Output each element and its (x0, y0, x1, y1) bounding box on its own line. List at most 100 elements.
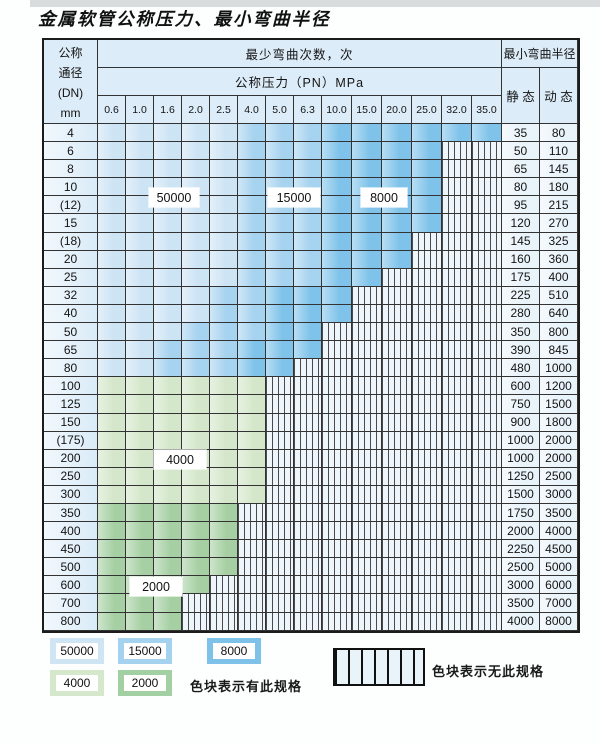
dynamic-value: 1500 (540, 395, 578, 414)
spec-cell-unavailable (238, 540, 266, 559)
legend-unavailable-text: 色块表示无此规格 (432, 664, 545, 679)
dynamic-value: 270 (540, 214, 578, 233)
spec-cell-unavailable (412, 612, 442, 631)
dynamic-value: 4000 (540, 522, 578, 541)
spec-cell-g1 (182, 395, 210, 414)
spec-cell-g2 (126, 594, 154, 613)
spec-cell-unavailable (322, 558, 352, 577)
spec-cell-g1 (210, 377, 238, 396)
spec-cell-b1 (126, 323, 154, 342)
spec-cell-unavailable (412, 485, 442, 504)
spec-cell-b1 (154, 214, 182, 233)
spec-cell-unavailable (412, 304, 442, 324)
spec-cell-b1 (98, 304, 126, 324)
spec-cell-unavailable (442, 268, 472, 287)
spec-cell-b1 (210, 214, 238, 233)
spec-cell-b1 (210, 196, 238, 215)
dn-cell: 125 (44, 395, 98, 414)
spec-cell-g1 (98, 467, 126, 486)
spec-cell-unavailable (266, 467, 294, 486)
spec-cell-b3 (412, 142, 442, 161)
legend-available-text: 色块表示有此规格 (190, 679, 303, 694)
spec-cell-b3 (352, 268, 382, 287)
dn-cell: 4 (44, 124, 98, 143)
spec-cell-b1 (126, 232, 154, 251)
spec-cell-unavailable (352, 558, 382, 577)
dynamic-value: 80 (540, 124, 578, 143)
spec-cell-b3 (352, 160, 382, 179)
static-column-header: 静 态 (502, 68, 540, 124)
dn-header-line: mm (60, 105, 81, 120)
spec-cell-b3 (322, 142, 352, 161)
spec-cell-g1 (182, 485, 210, 504)
spec-cell-unavailable (442, 612, 472, 631)
spec-cell-unavailable (442, 359, 472, 378)
legend-swatch-8000: 8000 (207, 638, 261, 664)
spec-cell-b3 (472, 124, 502, 143)
spec-cell-unavailable (266, 594, 294, 613)
static-value: 750 (502, 395, 540, 414)
spec-cell-b2 (238, 142, 266, 161)
spec-cell-b3 (412, 160, 442, 179)
spec-cell-b1 (126, 124, 154, 143)
dynamic-value: 2500 (540, 467, 578, 486)
spec-cell-b2 (210, 359, 238, 378)
dynamic-column-header: 动 态 (540, 68, 578, 124)
spec-cell-b3 (382, 232, 412, 251)
spec-cell-g2 (98, 558, 126, 577)
spec-cell-unavailable (472, 232, 502, 251)
spec-cell-b1 (210, 178, 238, 197)
spec-cell-unavailable (472, 286, 502, 305)
static-value: 350 (502, 323, 540, 342)
spec-cell-unavailable (412, 576, 442, 595)
spec-cell-g1 (182, 413, 210, 432)
spec-cell-unavailable (210, 576, 238, 595)
pressure-tick-1.0: 1.0 (126, 96, 154, 124)
dn-cell: 65 (44, 341, 98, 360)
spec-cell-b3 (322, 268, 352, 287)
spec-cell-b3 (266, 323, 294, 342)
dynamic-value: 360 (540, 250, 578, 269)
spec-cell-b1 (154, 323, 182, 342)
spec-cell-b1 (210, 160, 238, 179)
dn-cell: 100 (44, 377, 98, 396)
dynamic-value: 6000 (540, 576, 578, 595)
pressure-tick-32.0: 32.0 (442, 96, 472, 124)
dynamic-value: 1200 (540, 377, 578, 396)
spec-cell-b1 (210, 268, 238, 287)
spec-cell-b1 (126, 359, 154, 378)
spec-cell-b1 (126, 142, 154, 161)
spec-cell-b3 (238, 359, 266, 378)
spec-cell-b3 (352, 124, 382, 143)
spec-cell-b1 (210, 250, 238, 269)
spec-cell-unavailable (322, 594, 352, 613)
spec-cell-g1 (182, 467, 210, 486)
spec-cell-b3 (352, 250, 382, 269)
spec-cell-g2 (98, 594, 126, 613)
spec-cell-b1 (126, 341, 154, 360)
spec-cell-g1 (126, 485, 154, 504)
spec-cell-b3 (322, 232, 352, 251)
spec-cell-unavailable (210, 594, 238, 613)
spec-cell-g1 (182, 431, 210, 450)
spec-cell-unavailable (382, 503, 412, 523)
spec-cell-b3 (412, 178, 442, 197)
spec-cell-unavailable (266, 395, 294, 414)
dn-header-line: 公称 (58, 45, 83, 60)
dynamic-value: 400 (540, 268, 578, 287)
spec-cell-unavailable (382, 576, 412, 595)
spec-cell-b3 (382, 124, 412, 143)
spec-cell-unavailable (294, 449, 322, 468)
spec-cell-b3 (382, 142, 412, 161)
spec-cell-unavailable (382, 359, 412, 378)
spec-cell-unavailable (322, 485, 352, 504)
spec-cell-unavailable (412, 449, 442, 468)
spec-cell-b1 (182, 268, 210, 287)
static-value: 120 (502, 214, 540, 233)
spec-cell-unavailable (352, 449, 382, 468)
spec-cell-unavailable (472, 540, 502, 559)
spec-cell-unavailable (382, 612, 412, 631)
spec-cell-g1 (154, 395, 182, 414)
spec-cell-g2 (126, 558, 154, 577)
spec-cell-g1 (126, 449, 154, 468)
